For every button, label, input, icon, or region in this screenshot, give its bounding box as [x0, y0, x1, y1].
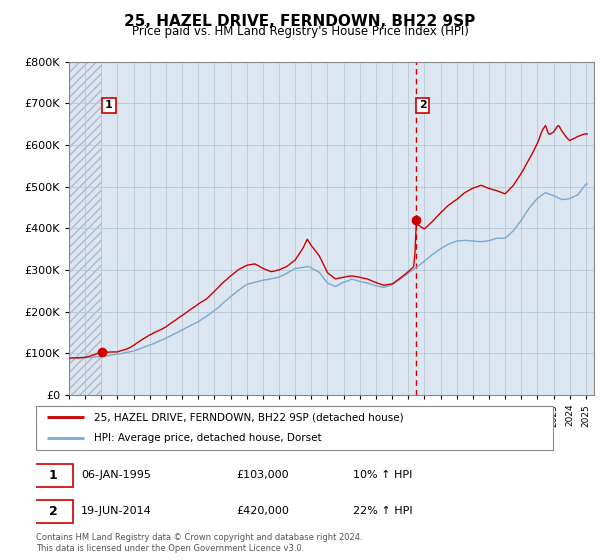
Bar	[69, 62, 102, 395]
Text: 2: 2	[419, 100, 427, 110]
Text: 19-JUN-2014: 19-JUN-2014	[81, 506, 152, 516]
FancyBboxPatch shape	[36, 406, 553, 450]
Text: 22% ↑ HPI: 22% ↑ HPI	[353, 506, 412, 516]
Text: 2: 2	[49, 505, 58, 518]
Text: 06-JAN-1995: 06-JAN-1995	[81, 470, 151, 480]
Text: 1: 1	[105, 100, 113, 110]
Text: 1: 1	[49, 469, 58, 482]
Text: £420,000: £420,000	[236, 506, 290, 516]
FancyBboxPatch shape	[34, 464, 73, 487]
Text: £103,000: £103,000	[236, 470, 289, 480]
Text: 25, HAZEL DRIVE, FERNDOWN, BH22 9SP (detached house): 25, HAZEL DRIVE, FERNDOWN, BH22 9SP (det…	[94, 412, 404, 422]
Text: HPI: Average price, detached house, Dorset: HPI: Average price, detached house, Dors…	[94, 433, 322, 444]
Text: 25, HAZEL DRIVE, FERNDOWN, BH22 9SP: 25, HAZEL DRIVE, FERNDOWN, BH22 9SP	[124, 14, 476, 29]
Text: Price paid vs. HM Land Registry's House Price Index (HPI): Price paid vs. HM Land Registry's House …	[131, 25, 469, 38]
Text: Contains HM Land Registry data © Crown copyright and database right 2024.
This d: Contains HM Land Registry data © Crown c…	[36, 533, 362, 553]
FancyBboxPatch shape	[34, 500, 73, 522]
Text: 10% ↑ HPI: 10% ↑ HPI	[353, 470, 412, 480]
